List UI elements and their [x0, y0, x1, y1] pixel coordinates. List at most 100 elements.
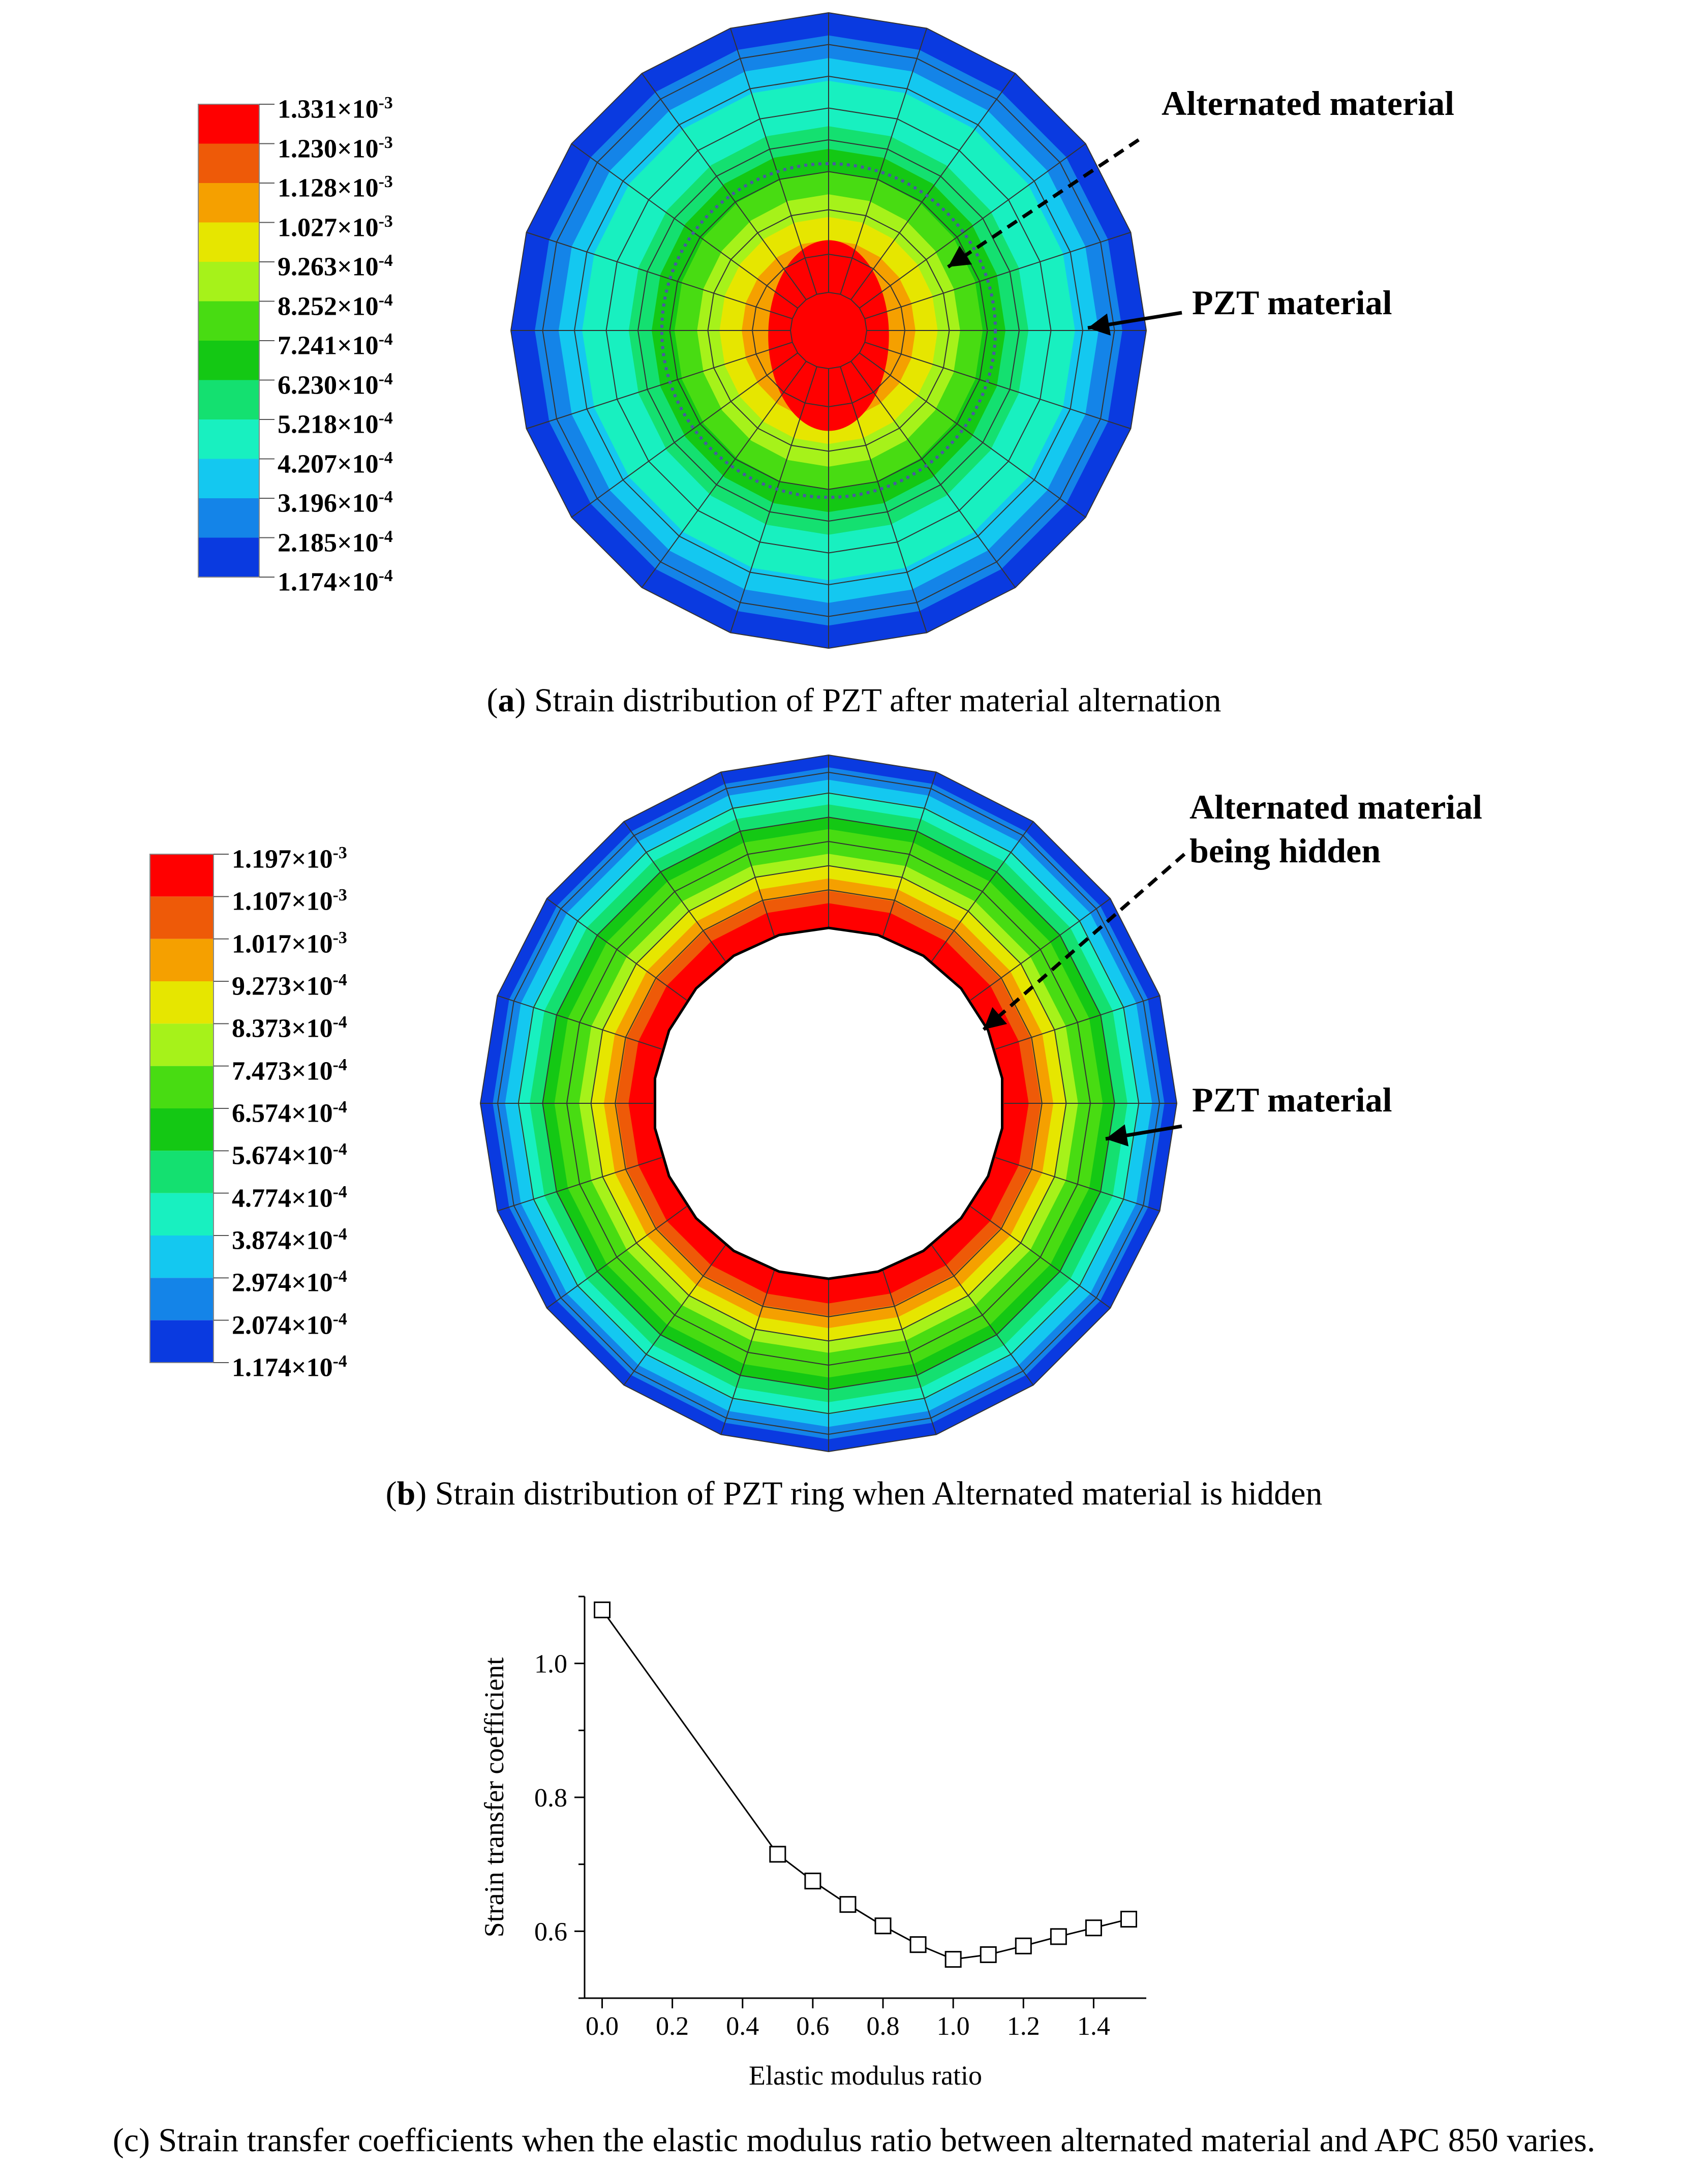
mesh-spoke [859, 352, 1086, 518]
legend-color-cell [198, 537, 259, 577]
legend-mantissa: 1.027×10 [278, 213, 379, 243]
data-point [874, 1917, 892, 1935]
legend-color-cell [150, 1066, 214, 1108]
legend-exponent: -3 [378, 94, 393, 112]
legend-label: 7.473×10-4 [232, 1050, 347, 1087]
caption-b-text: Strain distribution of PZT ring when Alt… [426, 1475, 1323, 1512]
legend-color-cell [150, 981, 214, 1024]
panel-a-figure [198, 12, 1182, 649]
legend-color-cell [198, 419, 259, 459]
legend-label: 1.230×10-3 [278, 128, 393, 165]
legend-color-cell [198, 498, 259, 538]
y-tick-label: 0.8 [534, 1784, 567, 1813]
annotation-hidden-line1: Alternated material [1190, 788, 1482, 826]
legend-exponent: -4 [378, 527, 393, 546]
legend-label: 1.107×10-3 [232, 880, 347, 917]
caption-b: (b) Strain distribution of PZT ring when… [385, 1475, 1323, 1512]
mesh-spoke [641, 73, 807, 300]
legend-mantissa: 1.107×10 [232, 887, 333, 916]
legend-mantissa: 2.974×10 [232, 1268, 333, 1298]
mesh-spoke [882, 1270, 937, 1435]
legend-color-cell [150, 1278, 214, 1320]
x-tick-label: 0.8 [867, 2012, 900, 2041]
legend-label: 4.774×10-4 [232, 1177, 347, 1214]
legend-exponent: -4 [332, 1225, 347, 1244]
data-point [1120, 1911, 1137, 1928]
legend-color-cell [150, 1108, 214, 1151]
mesh-spoke [970, 1206, 1111, 1309]
legend-color-cell [150, 854, 214, 897]
mesh-spoke [571, 143, 798, 309]
caption-a: (a) Strain distribution of PZT after mat… [486, 682, 1222, 719]
arrow-pzt-head [1088, 313, 1111, 336]
caption-a-text: Strain distribution of PZT after materia… [526, 682, 1222, 719]
x-tick-label: 0.2 [656, 2012, 689, 2041]
mesh-spoke [720, 772, 775, 937]
legend-mantissa: 1.174×10 [232, 1353, 333, 1382]
mesh-spoke [571, 352, 798, 518]
legend-label: 1.027×10-3 [278, 206, 393, 244]
legend-color-cell [150, 1236, 214, 1278]
arrow-alternated-head [948, 246, 972, 267]
legend-label: 5.218×10-4 [278, 403, 393, 440]
arrow-hidden-line [982, 853, 1186, 1031]
mesh-spoke [546, 898, 687, 1001]
legend-mantissa: 3.874×10 [232, 1226, 333, 1255]
legend-mantissa: 6.574×10 [232, 1099, 333, 1128]
legend-exponent: -3 [332, 928, 347, 947]
legend-color-cell [150, 1320, 214, 1363]
legend-color-cell [150, 896, 214, 939]
legend-mantissa: 4.207×10 [278, 449, 379, 479]
legend-color-cell [150, 1151, 214, 1193]
legend-exponent: -4 [378, 448, 393, 467]
legend-exponent: -3 [378, 212, 393, 231]
legend-exponent: -3 [332, 844, 347, 862]
arrow-alternated-line [947, 138, 1140, 268]
legend-mantissa: 5.674×10 [232, 1141, 333, 1170]
x-tick-label: 0.0 [586, 2012, 619, 2041]
legend-label: 1.017×10-3 [232, 923, 347, 960]
data-point [980, 1946, 997, 1963]
caption-a-letter: a [498, 682, 515, 719]
panel-b-figure [149, 754, 1186, 1453]
data-point [944, 1951, 962, 1968]
y-axis-label: Strain transfer coefficient [479, 1658, 509, 1938]
data-point [1085, 1919, 1102, 1937]
legend-label: 1.331×10-3 [278, 88, 393, 125]
legend-mantissa: 2.185×10 [278, 528, 379, 558]
mesh-spoke [865, 342, 1131, 430]
legend-mantissa: 3.196×10 [278, 489, 379, 518]
arrow-pzt-b-head [1106, 1124, 1128, 1147]
data-point [594, 1601, 611, 1618]
legend-exponent: -4 [378, 566, 393, 585]
mesh-spoke [641, 361, 807, 588]
caption-c-text: Strain transfer coefficients when the el… [150, 2122, 1596, 2159]
mesh-spoke [865, 231, 1131, 319]
mesh-spoke [497, 1157, 662, 1212]
legend-label: 2.185×10-4 [278, 522, 393, 559]
data-point [1050, 1928, 1067, 1945]
legend-mantissa: 9.273×10 [232, 972, 333, 1001]
mesh-spoke [995, 995, 1160, 1050]
legend-exponent: -4 [378, 409, 393, 428]
caption-b-letter: b [396, 1475, 416, 1512]
mesh-spoke [850, 73, 1016, 300]
legend-exponent: -4 [332, 1098, 347, 1117]
legend-label: 4.207×10-4 [278, 443, 393, 480]
legend-exponent: -3 [332, 886, 347, 905]
x-tick-label: 1.4 [1077, 2012, 1110, 2041]
material-boundary-dotted [660, 162, 997, 499]
mesh-spoke [546, 1206, 687, 1309]
legend-label: 1.128×10-3 [278, 167, 393, 204]
legend-color-cell [198, 183, 259, 223]
legend-label: 1.174×10-4 [232, 1346, 347, 1383]
mesh-spoke [850, 361, 1016, 588]
mesh-spoke [840, 28, 928, 294]
line-chart: 0.0 0.2 0.4 0.6 0.8 1.0 1.2 1.4 0.6 0.8 1.0 Elastic… [479, 1595, 1146, 2091]
mesh-spoke [497, 995, 662, 1050]
legend-color-cell [198, 222, 259, 262]
legend-mantissa: 7.473×10 [232, 1057, 333, 1086]
legend-label: 9.273×10-4 [232, 965, 347, 1002]
legend-mantissa: 7.241×10 [278, 331, 379, 360]
caption-c: (c) Strain transfer coefficients when th… [0, 2121, 1708, 2160]
